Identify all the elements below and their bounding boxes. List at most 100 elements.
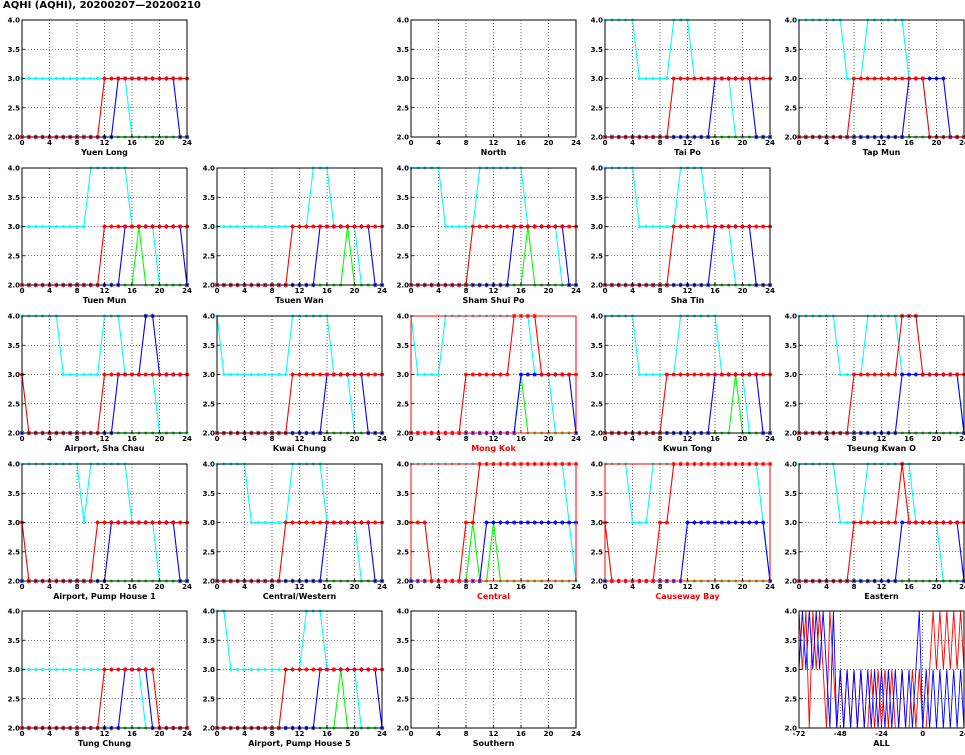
data-point	[304, 520, 309, 525]
data-point	[879, 520, 884, 525]
data-point	[122, 667, 128, 672]
y-tick-label: 3.5	[397, 46, 410, 54]
data-point	[290, 520, 295, 525]
x-tick-label: 24	[765, 435, 775, 443]
data-point	[671, 372, 676, 377]
data-point	[229, 668, 233, 671]
panel-tung-chung: 0 4 8 12 16 20 24 2.0 2.5 3.0 3.5 4.0 Tung Chung	[8, 608, 192, 749]
panel-label: Airport, Pump House 5	[248, 739, 351, 748]
data-point	[89, 668, 93, 671]
y-tick-label: 2.5	[591, 252, 604, 260]
data-point	[539, 372, 544, 377]
data-point	[249, 373, 253, 376]
x-tick-label: 24	[571, 583, 581, 591]
data-point	[518, 224, 524, 229]
x-tick-label: 8	[658, 583, 663, 591]
data-point	[109, 224, 114, 229]
x-tick-label: 8	[658, 287, 663, 295]
x-tick-label: 0	[797, 583, 802, 591]
x-tick-label: 16	[516, 435, 526, 443]
data-point	[96, 373, 100, 376]
y-tick-label: 2.0	[785, 578, 798, 586]
y-tick-label: 2.0	[591, 282, 604, 290]
y-tick-label: 3.5	[591, 46, 604, 54]
data-point	[48, 77, 51, 80]
data-point	[566, 372, 572, 377]
data-point	[352, 372, 357, 377]
y-tick-label: 4.0	[397, 165, 410, 173]
data-point	[297, 372, 302, 377]
data-point	[177, 372, 183, 377]
y-tick-label: 2.5	[397, 400, 410, 408]
data-point	[651, 225, 655, 228]
x-tick-label: 0	[20, 287, 25, 295]
data-point	[82, 77, 86, 80]
x-tick-label: 12	[295, 730, 305, 738]
data-point	[290, 224, 295, 229]
data-point	[443, 225, 447, 228]
data-point	[463, 520, 469, 525]
data-point	[277, 521, 281, 524]
x-tick-label: 12	[683, 139, 693, 147]
y-tick-label: 4.0	[785, 608, 798, 616]
data-point	[934, 372, 939, 377]
data-point	[89, 77, 93, 80]
data-point	[157, 520, 162, 525]
data-point	[712, 520, 718, 525]
y-tick-label: 4.0	[8, 608, 21, 616]
data-point	[143, 667, 148, 672]
data-point	[685, 76, 690, 81]
x-tick-label: 16	[904, 139, 914, 147]
data-point	[532, 224, 537, 229]
data-point	[82, 373, 86, 376]
panel-label: Central	[477, 592, 510, 601]
x-tick-label: 4	[824, 435, 829, 443]
x-tick-label: 16	[516, 139, 526, 147]
data-point	[899, 520, 905, 525]
x-tick-label: 12	[295, 435, 305, 443]
x-tick-label: -48	[834, 730, 847, 738]
x-tick-label: 16	[710, 583, 720, 591]
data-point	[865, 76, 870, 81]
data-point	[284, 373, 288, 376]
x-tick-label: 20	[544, 730, 554, 738]
data-point	[317, 372, 323, 377]
x-tick-label: 12	[100, 139, 110, 147]
data-point	[733, 224, 738, 229]
data-point	[122, 520, 128, 525]
data-point	[838, 373, 842, 376]
y-tick-label: 3.5	[397, 194, 410, 202]
data-point	[177, 520, 183, 525]
data-point	[249, 225, 253, 228]
x-tick-label: 0	[409, 730, 414, 738]
data-point	[150, 667, 155, 672]
data-point	[249, 668, 253, 671]
y-tick-label: 4.0	[8, 461, 21, 469]
x-tick-label: 0	[20, 583, 25, 591]
data-point	[450, 225, 454, 228]
data-point	[760, 76, 766, 81]
data-point	[143, 76, 148, 81]
data-point	[560, 224, 565, 229]
data-point	[171, 224, 176, 229]
x-tick-label: 4	[47, 287, 52, 295]
panel-sha-tin: 0 4 8 12 16 20 24 2.0 2.5 3.0 3.5 4.0 Sha Tin	[591, 165, 775, 306]
page-title: AQHI (AQHI), 20200207—20200210	[3, 0, 201, 11]
data-point	[270, 225, 274, 228]
data-point	[747, 372, 752, 377]
y-tick-label: 3.5	[397, 342, 410, 350]
x-tick-label: 12	[100, 287, 110, 295]
data-point	[164, 520, 169, 525]
y-tick-label: 4.0	[785, 17, 798, 25]
data-point	[116, 76, 121, 81]
y-tick-label: 3.0	[785, 75, 798, 83]
y-tick-label: 2.0	[203, 282, 216, 290]
data-point	[109, 520, 114, 525]
data-point	[665, 77, 669, 80]
x-tick-label: 20	[932, 139, 942, 147]
data-point	[277, 668, 281, 671]
data-point	[685, 224, 690, 229]
data-point	[82, 668, 86, 671]
data-point	[470, 372, 476, 377]
data-point	[229, 225, 233, 228]
